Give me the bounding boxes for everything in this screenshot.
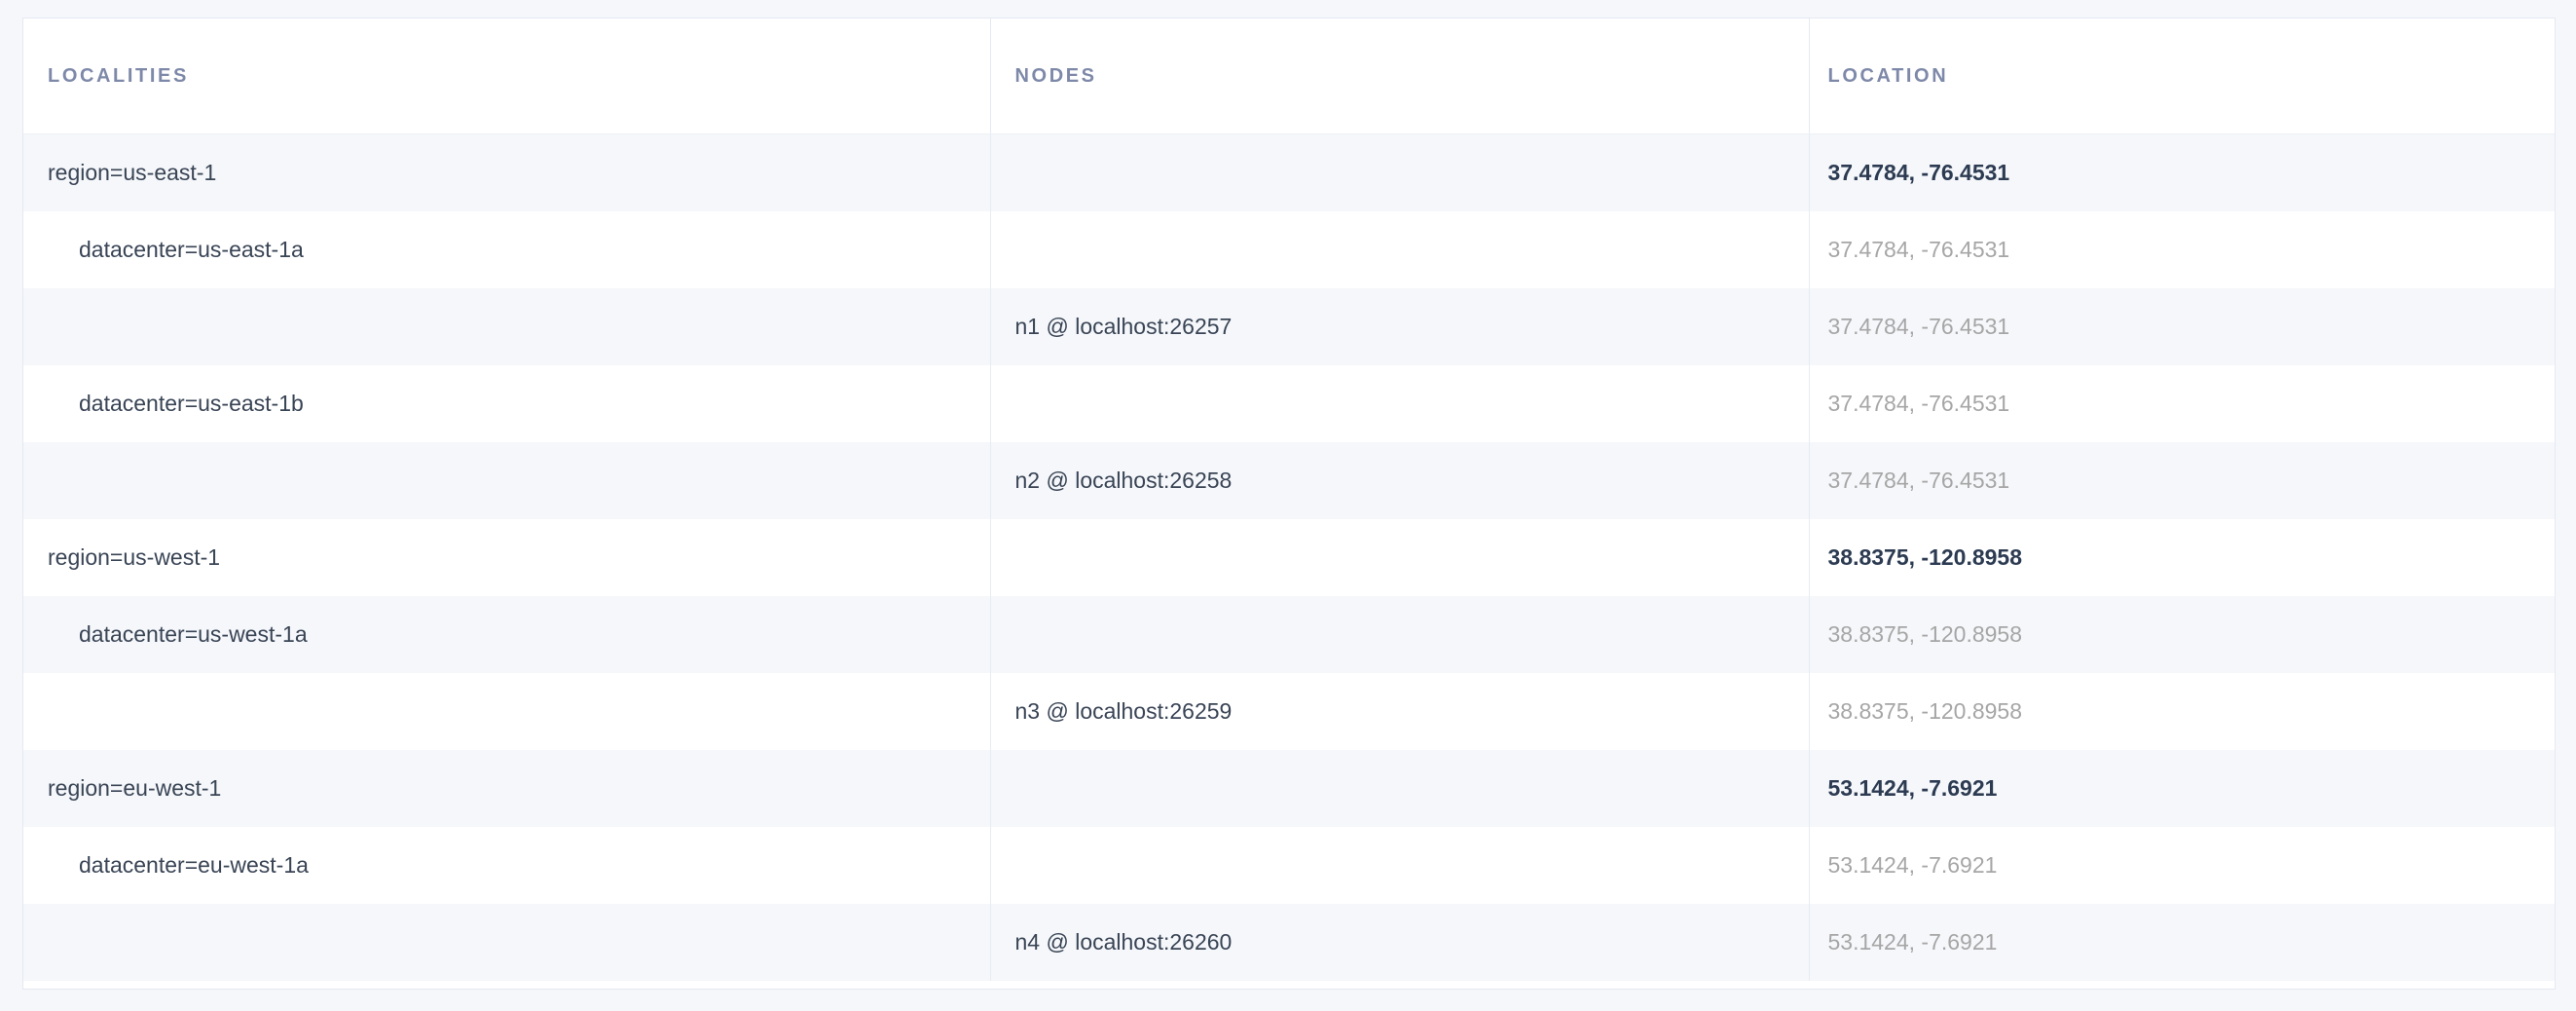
cell-node [989,210,1809,288]
cell-locality: datacenter=eu-west-1a [23,827,990,904]
cell-locality: datacenter=us-west-1a [23,596,990,673]
cell-location: 37.4784, -76.4531 [1808,287,2555,365]
locality-label: region=us-west-1 [48,543,221,570]
cell-node [989,826,1809,904]
localities-table: Localities Nodes Location region=us-east… [23,19,2555,981]
cell-location: 53.1424, -7.6921 [1808,903,2555,981]
table-row[interactable]: n2 @ localhost:26258 37.4784, -76.4531 [23,441,2555,519]
location-value: 38.8375, -120.8958 [1827,620,2023,647]
cell-location: 37.4784, -76.4531 [1808,133,2555,211]
cell-location: 37.4784, -76.4531 [1808,441,2555,519]
table-header: Localities Nodes Location [23,19,2555,134]
cell-node: n4 @ localhost:26260 [989,903,1809,981]
table-row[interactable]: region=eu-west-1 53.1424, -7.6921 [23,749,2555,827]
cell-locality [23,442,990,519]
cell-node [989,133,1809,211]
locality-label: region=us-east-1 [48,159,217,185]
location-value: 53.1424, -7.6921 [1827,928,1998,955]
node-label[interactable]: n4 @ localhost:26260 [1014,928,1233,955]
location-value: 53.1424, -7.6921 [1827,774,1998,801]
cell-node [989,518,1809,596]
location-value: 37.4784, -76.4531 [1827,390,2010,416]
node-label[interactable]: n2 @ localhost:26258 [1014,467,1233,493]
cell-location: 38.8375, -120.8958 [1808,672,2555,750]
cell-node: n3 @ localhost:26259 [989,672,1809,750]
locality-label: datacenter=us-east-1b [79,390,304,416]
cell-locality [23,904,990,981]
location-value: 37.4784, -76.4531 [1827,467,2010,493]
cell-locality: datacenter=us-east-1a [23,211,990,288]
table-row[interactable]: n1 @ localhost:26257 37.4784, -76.4531 [23,287,2555,365]
location-value: 53.1424, -7.6921 [1827,851,1998,878]
table-row[interactable]: n3 @ localhost:26259 38.8375, -120.8958 [23,672,2555,750]
cell-locality [23,673,990,750]
cell-node: n1 @ localhost:26257 [989,287,1809,365]
node-label[interactable]: n3 @ localhost:26259 [1014,697,1233,724]
cell-location: 53.1424, -7.6921 [1808,826,2555,904]
table-row[interactable]: datacenter=us-west-1a 38.8375, -120.8958 [23,595,2555,673]
cell-node: n2 @ localhost:26258 [989,441,1809,519]
location-value: 37.4784, -76.4531 [1827,159,2010,185]
cell-locality: region=eu-west-1 [23,750,990,827]
cell-locality [23,288,990,365]
cell-locality: datacenter=us-east-1b [23,365,990,442]
location-value: 37.4784, -76.4531 [1827,313,2010,339]
location-value: 38.8375, -120.8958 [1827,543,2023,570]
locality-label: datacenter=us-east-1a [79,236,304,262]
cell-node [989,595,1809,673]
column-header-localities[interactable]: Localities [23,19,990,134]
cell-location: 53.1424, -7.6921 [1808,749,2555,827]
locality-label: datacenter=us-west-1a [79,620,308,647]
column-header-localities-label: Localities [48,64,189,87]
localities-table-panel: Localities Nodes Location region=us-east… [22,18,2556,990]
table-row[interactable]: region=us-east-1 37.4784, -76.4531 [23,133,2555,211]
table-header-row: Localities Nodes Location [23,19,2555,134]
table-row[interactable]: datacenter=us-east-1a 37.4784, -76.4531 [23,210,2555,288]
table-body: region=us-east-1 37.4784, -76.4531 datacen… [23,133,2555,981]
column-header-location[interactable]: Location [1808,19,2555,134]
cell-location: 37.4784, -76.4531 [1808,364,2555,442]
column-header-location-label: Location [1827,64,1949,87]
table-row[interactable]: n4 @ localhost:26260 53.1424, -7.6921 [23,903,2555,981]
table-row[interactable]: datacenter=us-east-1b 37.4784, -76.4531 [23,364,2555,442]
cell-locality: region=us-east-1 [23,134,990,211]
cell-node [989,364,1809,442]
cell-node [989,749,1809,827]
cell-locality: region=us-west-1 [23,519,990,596]
location-value: 38.8375, -120.8958 [1827,697,2023,724]
column-header-nodes-label: Nodes [1014,64,1097,87]
table-row[interactable]: datacenter=eu-west-1a 53.1424, -7.6921 [23,826,2555,904]
cell-location: 38.8375, -120.8958 [1808,595,2555,673]
node-label[interactable]: n1 @ localhost:26257 [1014,313,1233,339]
table-row[interactable]: region=us-west-1 38.8375, -120.8958 [23,518,2555,596]
column-header-nodes[interactable]: Nodes [989,19,1809,134]
cell-location: 37.4784, -76.4531 [1808,210,2555,288]
cell-location: 38.8375, -120.8958 [1808,518,2555,596]
locality-label: datacenter=eu-west-1a [79,851,309,878]
locality-label: region=eu-west-1 [48,774,222,801]
location-value: 37.4784, -76.4531 [1827,236,2010,262]
